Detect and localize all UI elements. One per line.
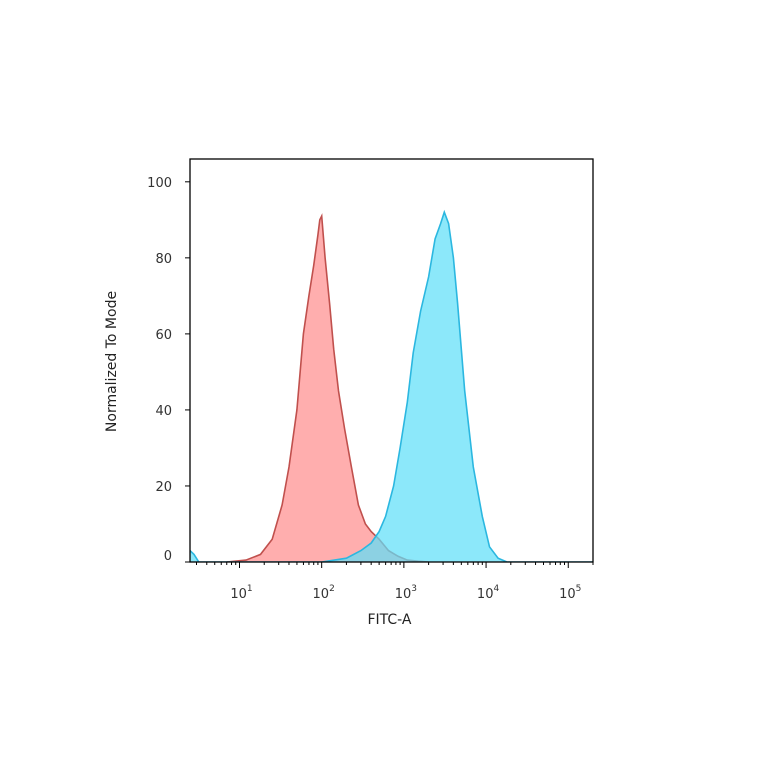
x-tick-label: 104 bbox=[477, 584, 500, 602]
series-layer bbox=[190, 209, 593, 562]
x-axis-label: FITC-A bbox=[367, 612, 411, 628]
y-tick-label: 100 bbox=[147, 176, 172, 191]
x-tick-label: 102 bbox=[313, 584, 335, 602]
y-tick-label: 80 bbox=[155, 252, 172, 267]
y-tick-label: 0 bbox=[164, 549, 172, 564]
series-2-area bbox=[190, 212, 593, 562]
x-tick-label: 103 bbox=[395, 584, 417, 602]
y-tick-label: 40 bbox=[155, 404, 172, 419]
x-tick-label: 105 bbox=[559, 584, 581, 602]
x-tick-label: 101 bbox=[230, 584, 252, 602]
y-tick-label: 60 bbox=[155, 328, 172, 343]
y-axis-label: Normalized To Mode bbox=[104, 291, 120, 432]
y-tick-label: 20 bbox=[155, 480, 172, 495]
y-axis: 0 20 40 60 80 100 bbox=[147, 176, 190, 564]
series-1-area bbox=[226, 216, 429, 562]
series-2-line bbox=[190, 209, 593, 562]
x-axis: 101 102 103 104 105 bbox=[196, 562, 594, 602]
